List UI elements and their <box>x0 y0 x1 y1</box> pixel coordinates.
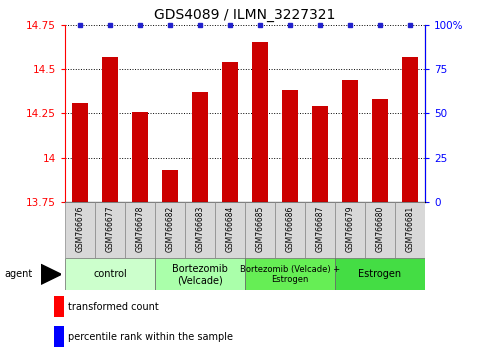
Bar <box>65 258 155 290</box>
Bar <box>55 296 64 317</box>
Text: GSM766678: GSM766678 <box>136 206 145 252</box>
Bar <box>245 202 275 258</box>
Polygon shape <box>41 264 61 284</box>
Bar <box>102 57 118 202</box>
Bar <box>65 202 95 258</box>
Bar <box>402 57 418 202</box>
Bar <box>132 112 148 202</box>
Bar <box>155 202 185 258</box>
Text: GSM766682: GSM766682 <box>166 206 175 252</box>
Bar <box>395 202 425 258</box>
Bar <box>245 258 335 290</box>
Bar <box>335 202 365 258</box>
Bar <box>185 202 215 258</box>
Bar <box>95 202 125 258</box>
Bar <box>252 42 269 202</box>
Bar <box>342 80 358 202</box>
Text: Estrogen: Estrogen <box>358 269 402 279</box>
Text: GSM766686: GSM766686 <box>285 206 295 252</box>
Bar <box>125 202 155 258</box>
Bar <box>72 103 88 202</box>
Text: agent: agent <box>5 269 33 279</box>
Bar <box>155 258 245 290</box>
Bar <box>282 90 298 202</box>
Bar <box>365 202 395 258</box>
Text: Bortezomib
(Velcade): Bortezomib (Velcade) <box>172 263 228 285</box>
Bar <box>275 202 305 258</box>
Bar <box>372 99 388 202</box>
Text: transformed count: transformed count <box>68 302 158 312</box>
Text: GSM766680: GSM766680 <box>376 206 384 252</box>
Text: GSM766676: GSM766676 <box>76 206 85 252</box>
Text: GSM766679: GSM766679 <box>345 206 355 252</box>
Text: GSM766683: GSM766683 <box>196 206 205 252</box>
Bar <box>312 106 328 202</box>
Text: GSM766677: GSM766677 <box>106 206 114 252</box>
Text: Bortezomib (Velcade) +
Estrogen: Bortezomib (Velcade) + Estrogen <box>240 265 340 284</box>
Title: GDS4089 / ILMN_3227321: GDS4089 / ILMN_3227321 <box>155 8 336 22</box>
Bar <box>162 170 178 202</box>
Text: percentile rank within the sample: percentile rank within the sample <box>68 332 232 342</box>
Bar <box>215 202 245 258</box>
Text: GSM766681: GSM766681 <box>406 206 414 252</box>
Bar <box>305 202 335 258</box>
Text: GSM766684: GSM766684 <box>226 206 235 252</box>
Bar <box>222 62 239 202</box>
Bar <box>192 92 208 202</box>
Bar <box>55 326 64 348</box>
Text: GSM766685: GSM766685 <box>256 206 265 252</box>
Text: GSM766687: GSM766687 <box>315 206 325 252</box>
Bar <box>335 258 425 290</box>
Text: control: control <box>93 269 127 279</box>
